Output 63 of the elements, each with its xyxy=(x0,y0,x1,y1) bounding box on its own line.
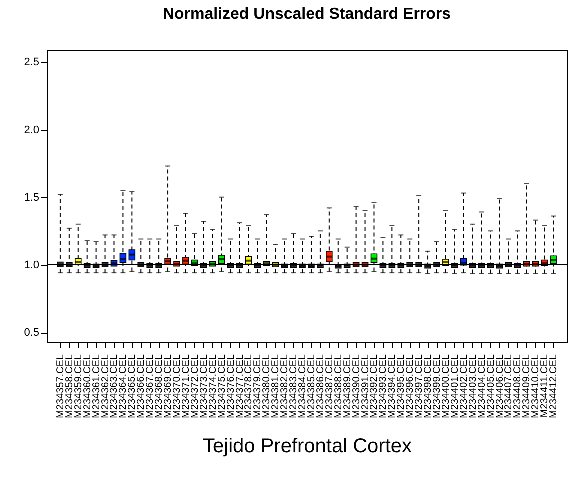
x-tick-label: M234406.CEL xyxy=(494,354,506,418)
x-tick-label: M234361.CEL xyxy=(91,354,102,418)
x-tick-label: M234395.CEL xyxy=(396,354,408,418)
x-tick-label: M234378.CEL xyxy=(244,354,255,418)
y-tick-label: 1.5 xyxy=(24,192,40,204)
x-tick-label: M234401.CEL xyxy=(450,354,461,418)
x-tick-label: M234366.CEL xyxy=(136,354,148,418)
x-tick-label: M234390.CEL xyxy=(351,354,362,418)
x-tick-label: M234367.CEL xyxy=(145,354,156,418)
x-tick-label: M234386.CEL xyxy=(315,354,326,418)
x-tick-label: M234369.CEL xyxy=(163,354,174,418)
x-tick-label: M234357.CEL xyxy=(55,354,66,418)
y-tick-label: 0.5 xyxy=(24,327,40,340)
x-tick-label: M234409.CEL xyxy=(522,354,533,418)
x-tick-label: M234403.CEL xyxy=(468,354,479,418)
x-tick-label: M234364.CEL xyxy=(118,354,130,418)
x-tick-label: M234362.CEL xyxy=(100,354,112,418)
x-tick-label: M234365.CEL xyxy=(127,354,138,418)
x-tick-label: M234398.CEL xyxy=(423,354,434,418)
x-tick-label: M234396.CEL xyxy=(405,354,416,418)
x-tick-label: M234385.CEL xyxy=(306,354,318,418)
x-tick-label: M234411.CEL xyxy=(540,354,551,418)
x-tick-label: M234389.CEL xyxy=(342,354,354,418)
x-axis-title: Tejido Prefrontal Cortex xyxy=(203,435,412,458)
x-tick-label: M234381.CEL xyxy=(270,354,282,418)
x-tick-label: M234384.CEL xyxy=(298,354,309,418)
x-tick-label: M234368.CEL xyxy=(154,354,166,418)
x-tick-label: M234380.CEL xyxy=(262,354,273,418)
chart-title: Normalized Unscaled Standard Errors xyxy=(162,6,452,23)
x-tick-label: M234363.CEL xyxy=(109,354,120,418)
x-tick-label: M234370.CEL xyxy=(172,354,183,418)
y-tick-label: 1.0 xyxy=(24,259,40,272)
x-tick-label: M234404.CEL xyxy=(476,354,488,418)
x-tick-label: M234397.CEL xyxy=(414,354,426,418)
x-tick-label: M234391.CEL xyxy=(360,354,372,418)
x-tick-label: M234375.CEL xyxy=(216,354,228,418)
x-tick-label: M234387.CEL xyxy=(324,354,336,418)
x-tick-label: M234382.CEL xyxy=(280,354,291,418)
y-tick-label: 2.0 xyxy=(24,124,40,136)
x-tick-label: M234379.CEL xyxy=(252,354,264,418)
x-tick-label: M234399.CEL xyxy=(432,354,443,418)
x-tick-label: M234373.CEL xyxy=(198,354,210,418)
x-tick-label: M234405.CEL xyxy=(486,354,497,418)
x-tick-label: M234402.CEL xyxy=(458,354,470,418)
y-tick-label: 2.5 xyxy=(24,56,40,69)
x-tick-label: M234358.CEL xyxy=(64,354,76,418)
x-tick-label: M234410.CEL xyxy=(530,354,542,418)
x-tick-label: M234360.CEL xyxy=(82,354,94,418)
x-tick-label: M234371.CEL xyxy=(180,354,192,418)
x-tick-label: M234400.CEL xyxy=(440,354,452,418)
x-tick-label: M234408.CEL xyxy=(512,354,524,418)
x-tick-label: M234372.CEL xyxy=(190,354,201,418)
x-tick-label: M234383.CEL xyxy=(288,354,300,418)
x-tick-label: M234394.CEL xyxy=(387,354,398,418)
x-tick-label: M234388.CEL xyxy=(333,354,344,418)
x-tick-label: M234412.CEL xyxy=(548,354,560,418)
x-tick-label: M234376.CEL xyxy=(226,354,237,418)
x-tick-label: M234392.CEL xyxy=(369,354,380,418)
x-tick-label: M234393.CEL xyxy=(378,354,390,418)
x-tick-label: M234359.CEL xyxy=(73,354,84,418)
x-tick-label: M234377.CEL xyxy=(234,354,246,418)
x-tick-label: M234374.CEL xyxy=(208,354,219,418)
x-tick-label: M234407.CEL xyxy=(504,354,515,418)
